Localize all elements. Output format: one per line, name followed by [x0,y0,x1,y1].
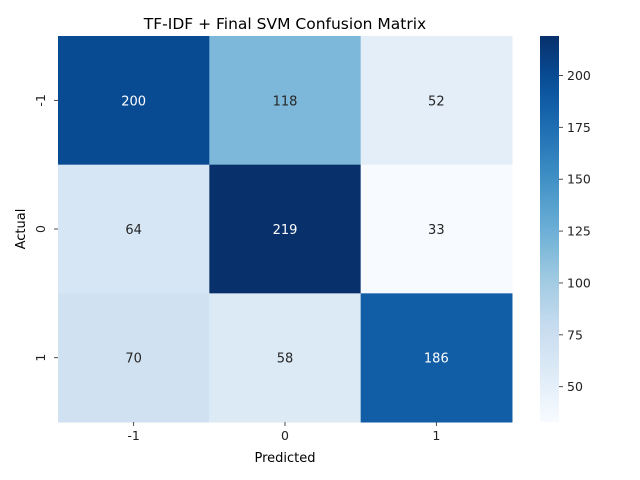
x-tick-label: 0 [281,428,289,443]
heatmap-cell [209,164,362,294]
colorbar-tick-label: 75 [567,327,583,342]
heatmap-cell [58,293,210,423]
cell-value-label: 118 [273,94,298,109]
colorbar-tick-label: 50 [567,379,583,394]
cell-value-label: 52 [428,94,445,109]
cell-value-label: 200 [121,94,146,109]
colorbar-tick-label: 150 [567,172,591,187]
heatmap-cell [360,36,513,166]
y-axis-label: Actual [14,209,29,250]
chart-title: TF-IDF + Final SVM Confusion Matrix [143,15,426,33]
colorbar-tick-label: 175 [567,120,591,135]
cell-value-label: 33 [428,223,445,238]
cell-value-label: 70 [125,352,142,367]
y-axis-ticks: -1 0 1 [33,94,58,362]
colorbar-tick-label: 200 [567,68,591,83]
y-tick-label: -1 [33,94,48,106]
x-axis-label: Predicted [254,451,315,466]
colorbar-tick-label: 100 [567,275,591,290]
x-tick-label: -1 [127,428,139,443]
y-tick-label: 1 [33,354,48,362]
cell-annotations: 200 118 52 64 219 33 70 58 186 [121,94,448,366]
heatmap-cell [209,293,362,423]
x-axis-ticks: -1 0 1 [127,422,440,443]
heatmap-cells [58,36,513,423]
heatmap-cell [360,293,513,423]
cell-value-label: 64 [125,223,142,238]
cell-value-label: 219 [273,223,298,238]
heatmap-cell [58,164,210,294]
heatmap-cell [360,164,513,294]
y-tick-label: 0 [33,225,48,233]
heatmap-cell [209,36,362,166]
heatmap-cell [58,36,210,166]
cell-value-label: 58 [277,352,294,367]
colorbar-tick-label: 125 [567,224,591,239]
colorbar-ticks: 50 75 100 125 150 175 200 [559,68,591,394]
cell-value-label: 186 [424,352,449,367]
colorbar [540,36,559,422]
x-tick-label: 1 [432,428,440,443]
